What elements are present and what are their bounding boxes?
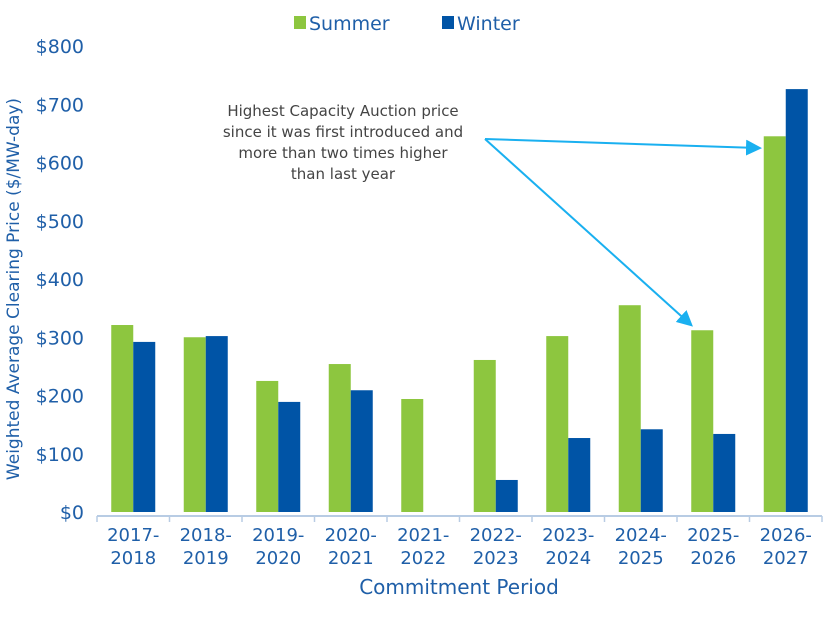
x-tick-label: 2019-	[252, 525, 304, 546]
bar-winter	[713, 433, 736, 512]
bar-summer	[183, 337, 206, 512]
annotation-text: Highest Capacity Auction price	[227, 102, 458, 120]
x-tick-label: 2023-	[542, 525, 594, 546]
y-tick-label: $100	[36, 444, 84, 466]
x-tick-label: 2026-	[760, 525, 812, 546]
x-tick-label: 2018	[110, 548, 156, 569]
bar-summer	[256, 380, 279, 512]
y-tick-label: $0	[60, 502, 84, 524]
bar-winter	[350, 390, 373, 512]
y-tick-label: $200	[36, 386, 84, 408]
y-tick-label: $700	[36, 94, 84, 116]
legend-swatch-summer	[294, 16, 306, 29]
x-tick-label: 2021-	[397, 525, 449, 546]
x-tick-label: 2017-	[107, 525, 159, 546]
x-tick-label: 2018-	[180, 525, 232, 546]
x-tick-label: 2025	[618, 548, 664, 569]
bar-winter	[568, 438, 591, 512]
y-tick-label: $400	[36, 269, 84, 291]
x-tick-label: 2024-	[615, 525, 667, 546]
x-tick-label: 2025-	[687, 525, 739, 546]
y-tick-label: $800	[36, 36, 84, 58]
x-tick-label: 2026	[690, 548, 736, 569]
x-tick-label: 2019	[183, 548, 229, 569]
bar-winter	[495, 479, 518, 512]
y-tick-label: $600	[36, 153, 84, 175]
x-tick-label: 2020	[255, 548, 301, 569]
x-axis-label: Commitment Period	[359, 575, 559, 599]
legend-swatch-winter	[442, 16, 454, 29]
bar-summer	[111, 325, 134, 512]
bar-summer	[546, 336, 569, 512]
bar-summer	[763, 136, 786, 512]
bar-winter	[640, 429, 663, 512]
y-axis-label: Weighted Average Clearing Price ($/MW-da…	[4, 98, 24, 480]
bar-summer	[691, 330, 714, 512]
x-tick-label: 2024	[545, 548, 591, 569]
bar-summer	[618, 305, 641, 512]
bar-summer	[401, 398, 424, 512]
y-tick-label: $500	[36, 211, 84, 233]
bar-winter	[205, 336, 228, 512]
annotation-arrow	[484, 138, 693, 327]
annotation-text: since it was first introduced and	[223, 123, 463, 141]
bar-summer	[328, 364, 351, 512]
bar-winter	[785, 89, 808, 512]
x-tick-label: 2022	[400, 548, 446, 569]
annotation-arrow	[484, 138, 762, 156]
x-tick-label: 2021	[328, 548, 374, 569]
legend-label-winter: Winter	[457, 13, 520, 35]
x-tick-label: 2023	[473, 548, 519, 569]
y-tick-label: $300	[36, 327, 84, 349]
annotation-text: more than two times higher	[238, 144, 448, 162]
legend-label-summer: Summer	[309, 13, 390, 35]
bar-winter	[278, 401, 301, 512]
annotation-text: than last year	[291, 165, 396, 183]
x-tick-label: 2027	[763, 548, 809, 569]
bar-summer	[473, 359, 496, 512]
x-tick-label: 2020-	[325, 525, 377, 546]
x-tick-label: 2022-	[470, 525, 522, 546]
bar-winter	[133, 341, 156, 512]
